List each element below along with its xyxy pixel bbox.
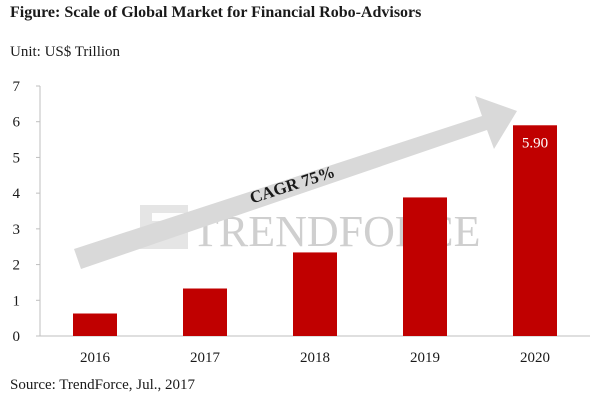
x-tick-label: 2018 — [300, 350, 330, 366]
cagr-arrow-shape — [74, 96, 517, 269]
bar-2018 — [293, 252, 337, 336]
source-label: Source: TrendForce, Jul., 2017 — [10, 377, 195, 393]
y-tick-label: 4 — [13, 186, 21, 202]
watermark-logo-stripe — [152, 213, 184, 221]
y-tick-label: 0 — [13, 329, 21, 345]
y-tick-label: 5 — [13, 150, 21, 166]
y-tick-label: 2 — [13, 258, 21, 274]
labels: 2016 2017 2018 2019 2020 5.90 — [80, 135, 550, 366]
bar-2019 — [403, 197, 447, 336]
y-tick-label: 6 — [13, 115, 21, 131]
bar-2020 — [513, 125, 557, 337]
y-tick-label: 3 — [13, 222, 21, 238]
unit-label: Unit: US$ Trillion — [10, 44, 121, 60]
y-tick-label: 7 — [13, 79, 21, 95]
chart-title: Figure: Scale of Global Market for Finan… — [10, 4, 422, 21]
bar-2017 — [183, 288, 227, 336]
x-tick-label: 2020 — [520, 350, 550, 366]
y-tick-label: 1 — [13, 293, 21, 309]
x-tick-label: 2017 — [190, 350, 221, 366]
x-tick-label: 2019 — [410, 350, 440, 366]
data-label-2020: 5.90 — [522, 135, 548, 151]
bar-2016 — [73, 313, 117, 336]
axes: 0 1 2 3 4 5 6 7 — [13, 79, 590, 345]
bars — [73, 125, 557, 337]
x-tick-label: 2016 — [80, 350, 111, 366]
